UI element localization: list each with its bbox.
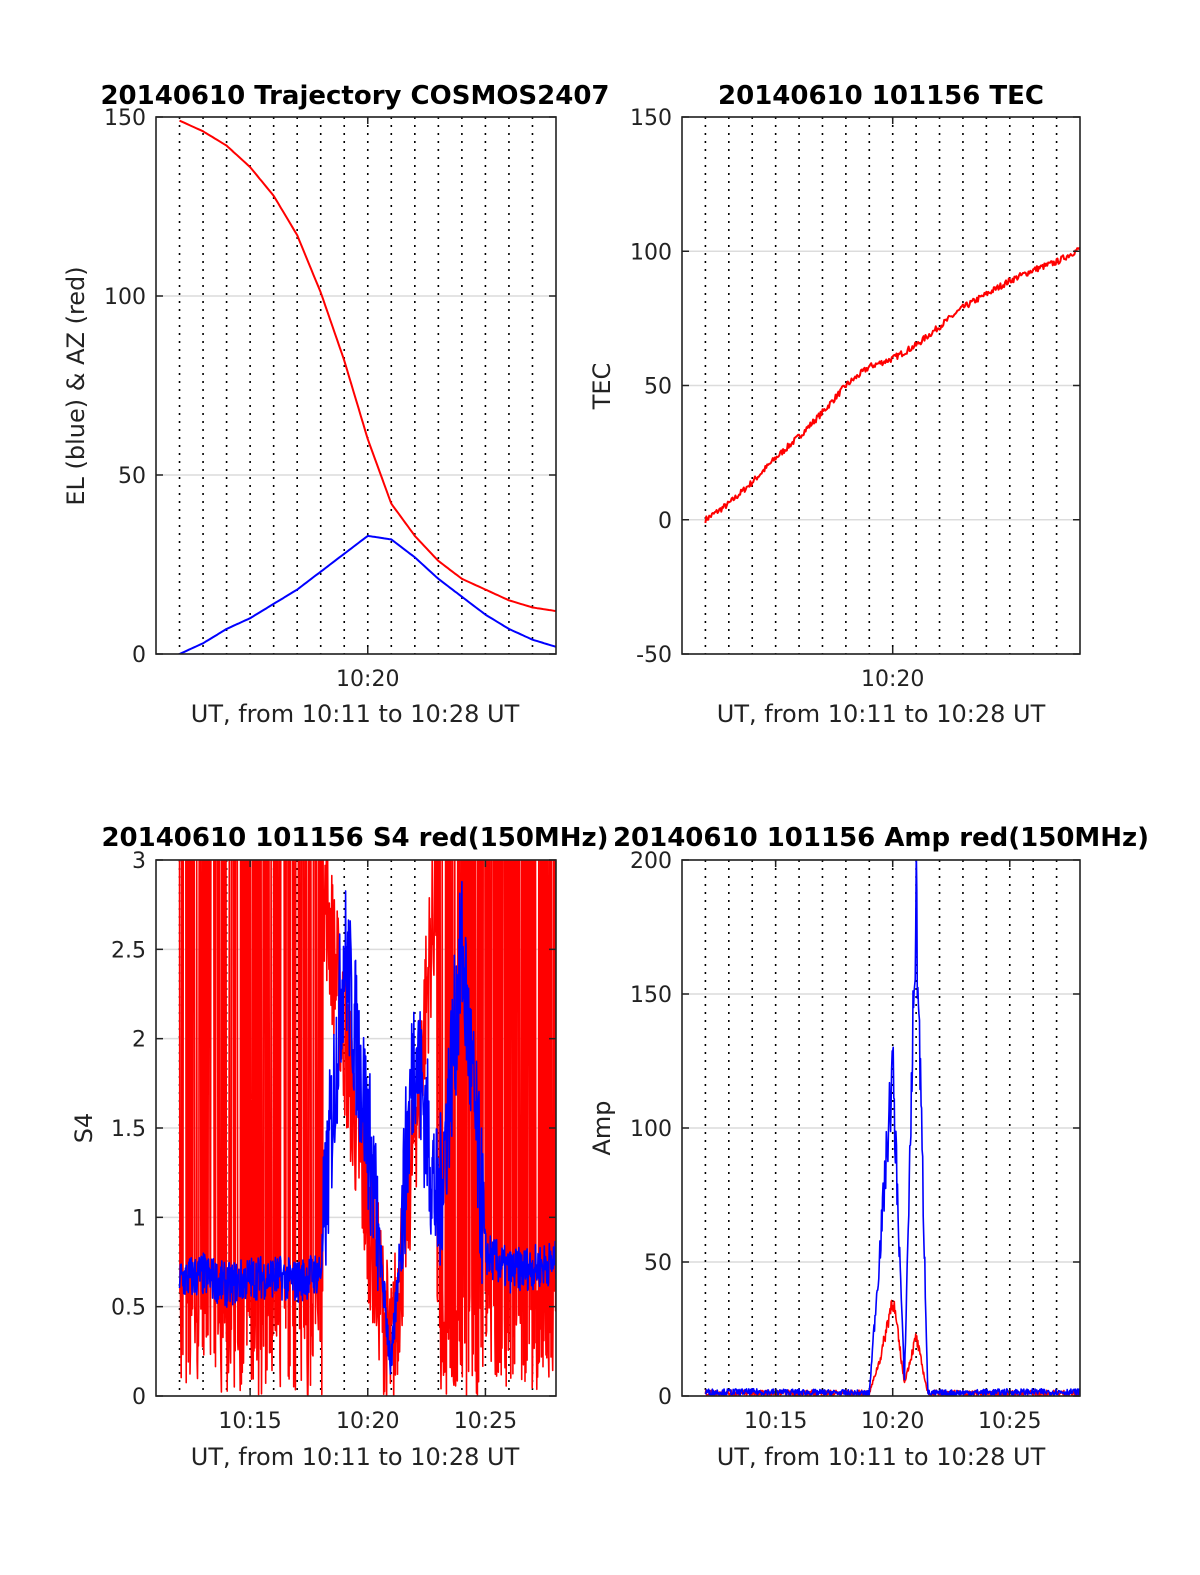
x-tick-label: 10:25 bbox=[454, 1409, 517, 1434]
series-group bbox=[704, 246, 1080, 524]
amp-chart: 20140610 101156 Amp red(150MHz) UT, from… bbox=[588, 823, 1149, 1471]
y-axis-label: TEC bbox=[588, 363, 616, 411]
x-axis-label: UT, from 10:11 to 10:28 UT bbox=[191, 1443, 520, 1471]
y-tick-label: 0.5 bbox=[111, 1296, 146, 1321]
x-axis-label: UT, from 10:11 to 10:28 UT bbox=[191, 700, 520, 728]
y-tick-label: 0 bbox=[132, 1385, 146, 1410]
y-axis-label: Amp bbox=[588, 1100, 616, 1155]
series-group bbox=[178, 860, 556, 1396]
series-line bbox=[179, 534, 556, 654]
y-tick-label: 50 bbox=[118, 464, 146, 489]
y-tick-label: 0 bbox=[658, 1385, 672, 1410]
y-tick-label: 2 bbox=[132, 1028, 146, 1053]
x-axis-label: UT, from 10:11 to 10:28 UT bbox=[717, 1443, 1046, 1471]
y-tick-label: 3 bbox=[132, 849, 146, 874]
y-tick-label: 100 bbox=[630, 240, 672, 265]
x-tick-label: 10:15 bbox=[744, 1409, 807, 1434]
chart-title: 20140610 Trajectory COSMOS2407 bbox=[100, 81, 609, 111]
y-tick-label: 0 bbox=[132, 643, 146, 668]
chart-title: 20140610 101156 S4 red(150MHz) bbox=[101, 823, 608, 853]
y-axis-label: EL (blue) & AZ (red) bbox=[62, 266, 90, 505]
y-tick-label: 150 bbox=[104, 106, 146, 131]
x-tick-label: 10:20 bbox=[336, 1409, 399, 1434]
plot-area: 0 50 100 150 200 10:15 10:20 10:25 bbox=[630, 849, 1081, 1434]
trajectory-chart: 20140610 Trajectory COSMOS2407 UT, from … bbox=[62, 81, 610, 728]
axes-frame bbox=[155, 116, 557, 655]
x-axis-label: UT, from 10:11 to 10:28 UT bbox=[717, 700, 1046, 728]
chart-title: 20140610 101156 Amp red(150MHz) bbox=[613, 823, 1149, 853]
y-tick-label: 100 bbox=[104, 285, 146, 310]
plot-area: 0 50 100 150 10:20 bbox=[104, 106, 557, 692]
y-tick-label: 0 bbox=[658, 509, 672, 534]
tec-chart: 20140610 101156 TEC UT, from 10:11 to 10… bbox=[588, 81, 1081, 728]
series-line bbox=[179, 119, 556, 612]
y-tick-label: 50 bbox=[644, 1251, 672, 1276]
s4-chart: 20140610 101156 S4 red(150MHz) UT, from … bbox=[70, 823, 609, 1471]
plot-area: -50 0 50 100 150 10:20 bbox=[630, 106, 1081, 692]
y-axis-label: S4 bbox=[70, 1113, 98, 1144]
y-tick-label: 150 bbox=[630, 983, 672, 1008]
plot-area: 0 0.5 1 1.5 2 2.5 3 10:15 10:20 10:25 bbox=[111, 849, 557, 1434]
x-tick-label: 10:15 bbox=[218, 1409, 281, 1434]
x-tick-label: 10:25 bbox=[978, 1409, 1041, 1434]
y-tick-label: 200 bbox=[630, 849, 672, 874]
x-tick-label: 10:20 bbox=[861, 667, 924, 692]
y-tick-label: 1.5 bbox=[111, 1117, 146, 1142]
y-tick-label: 2.5 bbox=[111, 938, 146, 963]
x-tick-label: 10:20 bbox=[861, 1409, 924, 1434]
series-line bbox=[178, 880, 556, 1375]
x-tick-label: 10:20 bbox=[336, 667, 399, 692]
y-tick-label: 1 bbox=[132, 1206, 146, 1231]
series-line bbox=[704, 246, 1080, 524]
y-tick-label: 150 bbox=[630, 106, 672, 131]
series-line bbox=[704, 860, 1080, 1396]
y-tick-label: 100 bbox=[630, 1117, 672, 1142]
y-tick-label: -50 bbox=[636, 643, 672, 668]
y-tick-label: 50 bbox=[644, 375, 672, 400]
chart-title: 20140610 101156 TEC bbox=[718, 81, 1044, 111]
series-group bbox=[179, 119, 556, 654]
